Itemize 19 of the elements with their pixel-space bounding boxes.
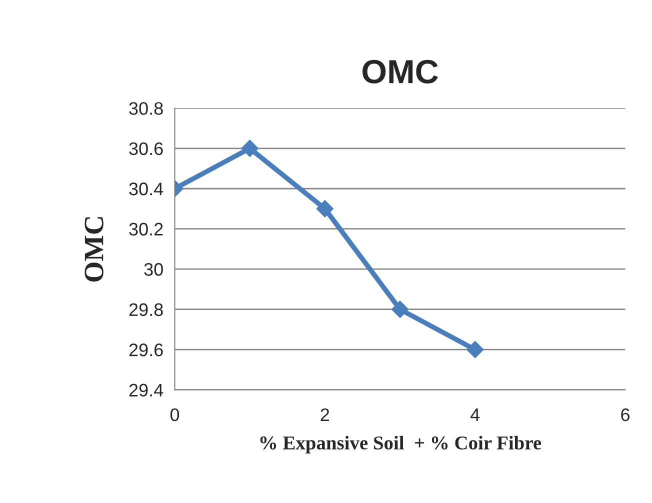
y-tick-label: 29.6 xyxy=(129,344,163,356)
x-tick-label: 4 xyxy=(470,408,480,421)
y-tick-label: 30 xyxy=(144,263,163,276)
x-tick-label: 0 xyxy=(170,408,180,422)
y-tick-label: 29.4 xyxy=(129,384,164,397)
x-tick-label: 6 xyxy=(621,408,630,422)
y-tick-label: 30.6 xyxy=(129,142,163,156)
point xyxy=(241,140,258,157)
point xyxy=(316,200,334,218)
point xyxy=(466,341,484,358)
point xyxy=(391,300,409,318)
x-tick-label: 2 xyxy=(320,408,330,421)
y-axis-title: OMC xyxy=(84,217,104,282)
chart-title: OMC xyxy=(362,60,438,84)
y-tick-label: 29.8 xyxy=(129,303,163,316)
y-tick-label: 30.4 xyxy=(129,182,164,196)
y-tick-label: 30.2 xyxy=(129,222,163,236)
y-tick-label: 30.8 xyxy=(129,102,163,115)
x-axis-title: % Expansive Soil + % Coir Fibre xyxy=(260,436,542,454)
